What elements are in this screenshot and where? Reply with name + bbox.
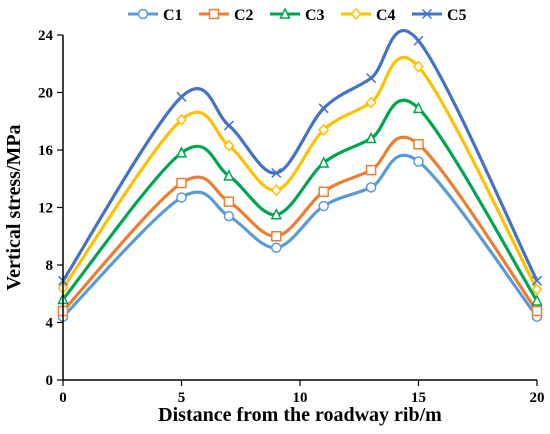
legend-item-c1: C1: [128, 7, 183, 24]
data-point-c5: [366, 73, 377, 84]
y-tick-label: 20: [38, 86, 53, 102]
x-tick-label: 0: [59, 390, 67, 406]
x-tick-label: 20: [530, 390, 545, 406]
y-axis-title: Vertical stress/MPa: [3, 124, 25, 290]
legend-marker-c1: [137, 8, 149, 20]
data-point-c3: [270, 208, 283, 220]
series-c5: [57, 29, 543, 286]
y-tick-label: 16: [38, 143, 54, 159]
data-point-c1: [365, 182, 377, 193]
data-point-c3: [175, 146, 188, 158]
series-line-c4: [61, 55, 539, 291]
legend-item-c2: C2: [199, 7, 254, 24]
data-point-c4: [270, 184, 282, 197]
legend-marker-c4: [350, 7, 362, 21]
data-point-c1: [176, 192, 187, 203]
data-point-c2: [176, 177, 187, 189]
data-point-c5: [223, 120, 234, 131]
legend-label-c4: C4: [376, 7, 396, 24]
data-point-c2: [365, 164, 377, 176]
legend-item-c5: C5: [412, 7, 467, 24]
data-point-c3: [365, 131, 377, 144]
data-point-c2: [271, 231, 282, 242]
data-point-c2: [531, 305, 543, 317]
y-tick-label: 24: [38, 28, 54, 44]
data-point-c4: [531, 283, 543, 296]
data-point-c1: [318, 200, 329, 212]
data-point-c4: [412, 60, 425, 73]
legend-label-c3: C3: [305, 7, 325, 24]
data-point-c4: [223, 139, 235, 152]
data-point-c3: [412, 101, 425, 114]
data-point-c1: [271, 242, 282, 253]
legend-item-c3: C3: [270, 7, 325, 24]
data-point-c2: [223, 196, 235, 207]
y-tick-label: 8: [46, 258, 54, 274]
data-point-c4: [318, 123, 330, 136]
data-point-c1: [413, 156, 424, 167]
legend-marker-c2: [208, 8, 220, 20]
data-point-c3: [531, 294, 543, 306]
ticks: 0 4 8 12 16 20 24 0 5 10 15 20: [38, 28, 545, 406]
legend-marker-c5: [421, 8, 433, 20]
legend-label-c2: C2: [234, 7, 254, 24]
data-point-c3: [223, 169, 235, 181]
data-point-c3: [317, 156, 330, 168]
data-point-c5: [318, 103, 329, 114]
legend-label-c5: C5: [447, 7, 467, 24]
data-point-c1: [223, 210, 235, 222]
data-point-c2: [413, 139, 424, 150]
series-line-c5: [61, 29, 539, 282]
data-point-c5: [176, 91, 187, 102]
x-tick-label: 15: [411, 390, 426, 406]
y-tick-label: 4: [46, 316, 54, 332]
data-point-c5: [413, 35, 424, 46]
series-c4: [57, 55, 543, 296]
y-tick-label: 12: [38, 201, 53, 217]
x-axis-title: Distance from the roadway rib/m: [158, 404, 442, 426]
series-layer: [57, 29, 543, 322]
data-point-c4: [175, 113, 188, 126]
data-point-c4: [365, 96, 377, 109]
x-tick-label: 10: [293, 390, 308, 406]
y-tick-label: 0: [46, 373, 54, 389]
x-tick-label: 5: [178, 390, 186, 406]
legend: C1 C2 C3 C4 C5: [128, 7, 467, 24]
legend-label-c1: C1: [163, 7, 183, 24]
series-c2: [57, 135, 543, 317]
legend-marker-c3: [279, 7, 291, 19]
data-point-c5: [271, 167, 282, 179]
data-point-c5: [531, 275, 543, 286]
data-point-c2: [318, 186, 329, 197]
legend-item-c4: C4: [341, 7, 396, 24]
